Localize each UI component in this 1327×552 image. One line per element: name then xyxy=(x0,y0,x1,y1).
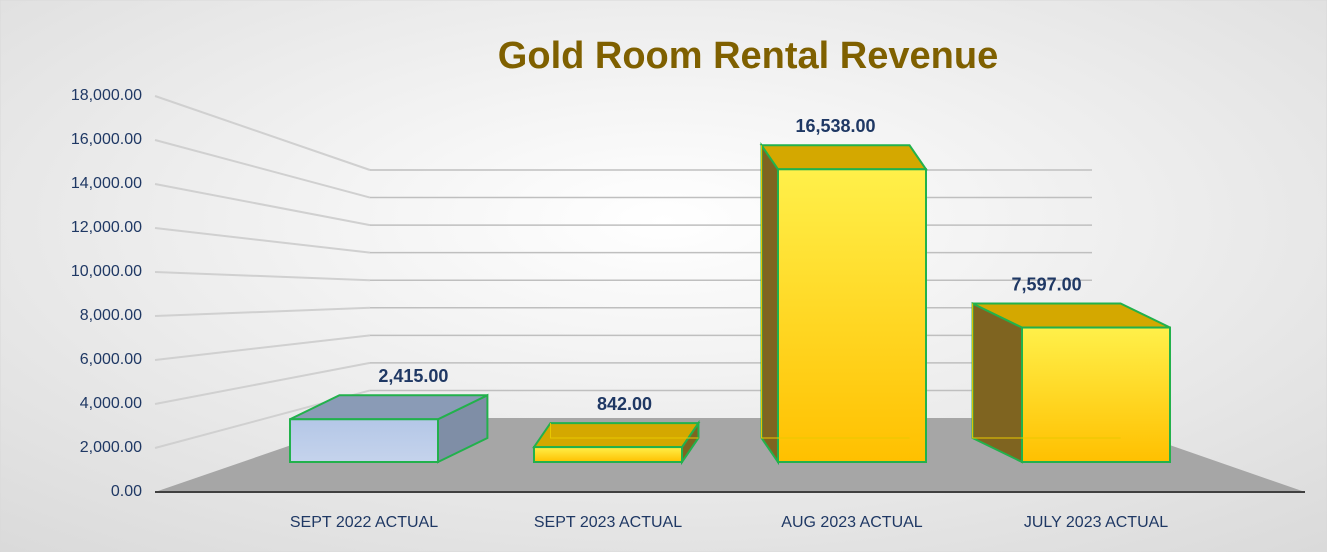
y-tick-label: 16,000.00 xyxy=(71,131,142,148)
bar xyxy=(777,168,927,463)
bar xyxy=(1021,326,1171,464)
x-tick-label: SEPT 2022 ACTUAL xyxy=(290,514,438,531)
bar-edge xyxy=(972,303,1121,439)
y-tick-label: 6,000.00 xyxy=(80,351,142,368)
grid-line xyxy=(154,271,371,282)
y-tick-label: 4,000.00 xyxy=(80,395,142,412)
data-label: 2,415.00 xyxy=(378,366,448,386)
data-label: 842.00 xyxy=(597,394,652,414)
grid-line xyxy=(154,306,371,317)
bar-top xyxy=(532,422,701,449)
grid-line xyxy=(154,227,371,254)
grid-line xyxy=(154,95,371,171)
data-label: 7,597.00 xyxy=(1012,274,1082,294)
x-tick-label: AUG 2023 ACTUAL xyxy=(781,514,923,531)
y-tick-label: 12,000.00 xyxy=(71,219,142,236)
bar xyxy=(289,418,439,463)
y-tick-label: 18,000.00 xyxy=(71,87,142,104)
y-tick-label: 10,000.00 xyxy=(71,263,142,280)
bar-top xyxy=(759,144,928,171)
y-tick-label: 2,000.00 xyxy=(80,439,142,456)
grid-line xyxy=(154,139,371,199)
chart-title: Gold Room Rental Revenue xyxy=(498,35,998,77)
bar-edge xyxy=(761,145,910,439)
grid-line xyxy=(154,183,371,227)
bar-side xyxy=(760,142,779,466)
x-tick-label: JULY 2023 ACTUAL xyxy=(1024,514,1168,531)
bar xyxy=(533,446,683,463)
y-tick-label: 0.00 xyxy=(111,483,142,500)
data-label: 16,538.00 xyxy=(795,116,875,136)
grid-line xyxy=(154,361,371,405)
grid-line xyxy=(154,334,371,361)
y-tick-label: 8,000.00 xyxy=(80,307,142,324)
bar-edge xyxy=(549,423,699,439)
y-tick-label: 14,000.00 xyxy=(71,175,142,192)
x-tick-label: SEPT 2023 ACTUAL xyxy=(534,514,682,531)
